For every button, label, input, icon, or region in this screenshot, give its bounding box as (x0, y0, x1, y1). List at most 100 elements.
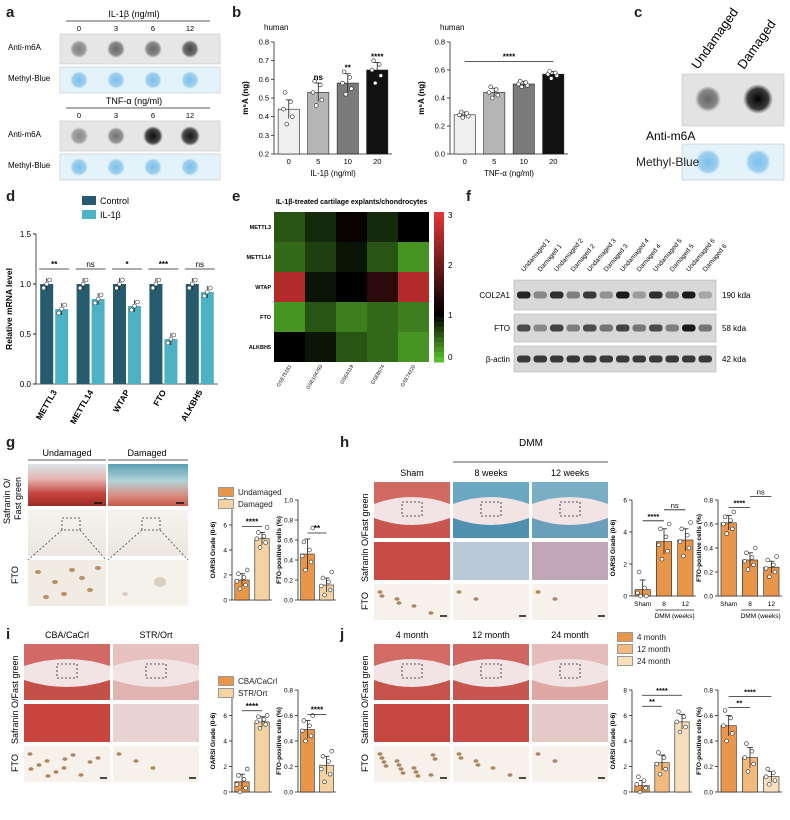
f-band-0-9 (665, 291, 679, 299)
e-cell-2-1 (305, 272, 336, 302)
j1-ytick-label-2: 4 (623, 739, 627, 746)
g1-pt-1-1 (263, 540, 268, 545)
b1-ytick-label-5: 0.7 (259, 56, 269, 65)
f-band-1-10 (682, 324, 696, 332)
hist-j-cell-2-1 (552, 759, 558, 763)
f-membrane-0 (513, 279, 717, 311)
legend-g: Undamaged Damaged (218, 487, 282, 511)
d-pt-1-0-2 (83, 277, 89, 283)
panel-g-histology: Undamaged Damaged Safranin O/ Fast green… (2, 448, 189, 606)
f-band-0-4 (583, 291, 597, 299)
a-il1b-dot-1 (107, 40, 125, 58)
chart-h-oarsi: 0 2 4 6 OARSI Grade (0-6) Sham 8 12 **** ns DMM (w… (610, 498, 696, 620)
i2-pt-0-4 (301, 718, 307, 723)
g2-pt-0-4 (301, 539, 307, 545)
g2-pt-0-3 (307, 547, 312, 553)
d-pt-0-1-0 (56, 310, 61, 316)
hist-i-tibia-0 (24, 680, 110, 700)
h2-bracket-label-0: **** (733, 499, 745, 508)
i2-pt-0-3 (307, 723, 312, 728)
e-cell-1-3 (367, 242, 398, 272)
b1-pt-3-0 (373, 80, 378, 86)
hist-i-cell-0-6 (53, 770, 59, 774)
d-pt-0-0-2 (47, 277, 52, 283)
panel-a-dot-blots: IL-1β (ng/ml) 0 3 6 12 Anti-m6A Methyl-B… (8, 9, 221, 181)
d-pt-1-0-1 (80, 281, 86, 287)
e-cell-2-3 (367, 272, 398, 302)
d-ytick-label-0: 0.0 (20, 380, 32, 389)
hist-i-fto-0 (24, 746, 110, 782)
b2-xtick-3: 20 (549, 157, 557, 166)
e-scale-seg-6 (434, 242, 444, 248)
f-band-size-0: 190 kda (722, 291, 751, 300)
d-sig-3: *** (159, 260, 169, 269)
e-scale-seg-23 (434, 327, 444, 333)
i1-pt-0-1 (243, 785, 248, 791)
hist-i-col-1: STR/Ort (140, 630, 173, 640)
f-band-size-2: 42 kda (722, 355, 747, 364)
e-cell-0-0 (274, 212, 305, 242)
i1-ytick-label-2: 4 (223, 739, 227, 746)
e-scale-seg-12 (434, 272, 444, 278)
i1-pt-0-2 (234, 782, 239, 787)
h1-pt-1-1 (665, 548, 670, 554)
i1-ytick-label-3: 6 (223, 713, 227, 720)
hist-h-col-0: Sham (400, 468, 424, 478)
i2-pt-1-3 (326, 759, 331, 764)
h2-pt-2-0 (767, 574, 772, 580)
hist-j-zoom-0 (374, 704, 450, 742)
j2-pt-0-1 (730, 731, 735, 736)
d-pt-0-1-1 (59, 306, 64, 312)
a-tnfa-mb-dot-0 (70, 158, 88, 176)
hist-j-femur-2 (532, 644, 608, 666)
e-cell-2-2 (336, 272, 367, 302)
e-cell-3-2 (336, 302, 367, 332)
f-band-name-1: FTO (494, 324, 510, 333)
a-il1b-row-antim6a: Anti-m6A (8, 43, 42, 52)
h2-pt-1-0 (745, 567, 751, 572)
e-scale-seg-11 (434, 267, 444, 273)
e-title: IL-1β-treated cartilage explants/chondro… (276, 199, 427, 206)
e-scale-seg-21 (434, 317, 444, 323)
e-cell-2-0 (274, 272, 305, 302)
h1-ytick-label-1: 2 (623, 562, 627, 569)
g1-pt-1-2 (254, 536, 259, 541)
j2-ylabel: FTO-positive cells (%) (696, 707, 703, 775)
b2-pt-3-4 (547, 69, 552, 74)
hist-i-cell-1-1 (133, 759, 139, 763)
d-bar-1-1 (91, 299, 105, 384)
a-il1b-conc-2: 6 (151, 24, 155, 33)
d-pt-3-1-2 (171, 332, 177, 338)
e-cell-1-2 (336, 242, 367, 272)
g2-ytick-label-3: 0.6 (284, 538, 293, 545)
hist-j-cell-0-5 (396, 763, 402, 767)
hist-j-tibia-1 (453, 680, 529, 700)
i1-pt-1-1 (263, 722, 268, 727)
h2-pt-1-1 (751, 562, 756, 568)
hist-j-col-0: 4 month (396, 630, 429, 640)
f-band-2-3 (566, 355, 580, 363)
i1-pt-0-4 (236, 773, 241, 778)
d-pt-3-0-0 (150, 285, 156, 291)
hist-i-cell-1-2 (150, 766, 156, 770)
j2-pt-0-2 (721, 723, 726, 728)
e-cell-4-2 (336, 332, 367, 362)
j1-pt-1-2 (654, 761, 659, 767)
g1-pt-0-4 (236, 571, 241, 576)
hist-j-cell-0-11 (432, 757, 438, 761)
g2-pt-0-2 (300, 553, 305, 559)
j1-pt-2-1 (683, 724, 688, 730)
g2-pt-0-1 (308, 559, 314, 565)
e-scale-seg-5 (434, 237, 444, 243)
a-il1b-conc-0: 0 (77, 24, 81, 33)
a-tnfa-mb-dot-1 (107, 158, 125, 176)
hist-h-zoom-0 (374, 542, 450, 580)
b1-pt-3-2 (369, 67, 375, 73)
f-band-1-11 (698, 324, 712, 332)
panel-c-dot-blot: Undamaged Damaged Anti-m6A Methyl-Blue (646, 5, 785, 181)
d-pt-2-0-0 (114, 285, 119, 291)
e-scale-seg-18 (434, 302, 444, 308)
i1-pt-1-5 (264, 713, 270, 718)
i1-bar-1 (254, 721, 270, 793)
